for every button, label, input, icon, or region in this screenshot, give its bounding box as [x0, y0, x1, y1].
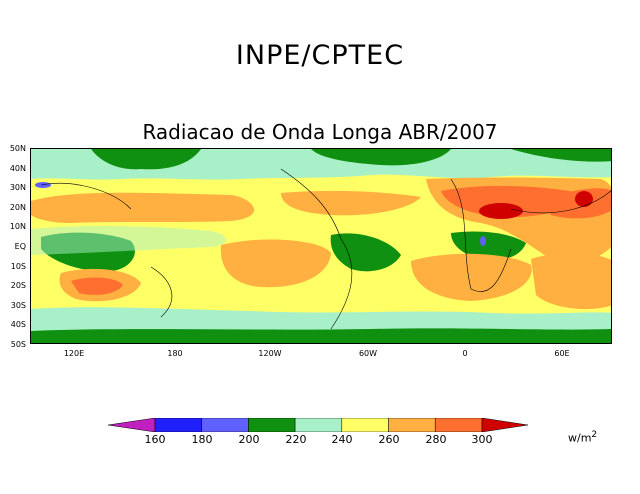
colorbar-label: 200 [238, 433, 260, 446]
band-260-280-s-atlantic [411, 253, 532, 301]
band-200-220-amazon [330, 233, 401, 272]
olr-field [31, 149, 611, 343]
lon-label: 180 [167, 349, 183, 358]
band-260-280-indian [531, 253, 611, 310]
lat-label: 30S [10, 301, 26, 310]
band-280-300-sahara [441, 185, 581, 218]
lon-label: 0 [462, 349, 468, 358]
colorbar-seg-8 [481, 418, 528, 432]
peak-300-sahara [479, 203, 523, 219]
band-200-220-south [31, 328, 611, 343]
unit-exponent: 2 [591, 430, 598, 440]
colorbar-seg-4 [294, 418, 343, 432]
band-260-280-north [31, 192, 255, 223]
lon-label: 120W [258, 349, 282, 358]
low-olr-congo [480, 236, 486, 246]
lon-label: 120E [63, 349, 85, 358]
band-200-220-north [91, 149, 611, 170]
band-220-240-eq [31, 225, 226, 255]
lat-label: 20S [10, 281, 26, 290]
band-280-300-australia [71, 277, 123, 295]
colorbar-label: 160 [144, 433, 166, 446]
lat-label: 40S [10, 320, 26, 329]
map-title: Radiacao de Onda Longa ABR/2007 [142, 120, 498, 144]
lat-label: 10S [10, 262, 26, 271]
colorbar-seg-3 [248, 418, 296, 432]
unit-text: w/m [568, 431, 592, 445]
peak-300-arabia [575, 191, 593, 207]
coastlines [40, 168, 611, 330]
colorbar-seg-5 [341, 418, 389, 432]
lat-label: 10N [9, 222, 26, 231]
colorbar-label: 280 [425, 433, 447, 446]
band-260-280-pacific [220, 239, 331, 288]
colorbar-label: 240 [331, 433, 353, 446]
page-title: INPE/CPTEC [235, 40, 405, 71]
low-olr-spot [35, 182, 51, 188]
lat-label: 40N [9, 164, 26, 173]
lon-label: 60E [554, 349, 570, 358]
colorbar [108, 418, 528, 432]
band-260-280-atl [281, 190, 421, 216]
colorbar-label: 260 [378, 433, 400, 446]
band-280-300-arabia [541, 188, 611, 219]
lat-label: 50N [9, 144, 26, 153]
colorbar-seg-6 [388, 418, 436, 432]
colorbar-seg-1 [154, 418, 202, 432]
lat-label: EQ [14, 242, 26, 251]
colorbar-label: 220 [285, 433, 307, 446]
lon-label: 60W [358, 349, 378, 358]
colorbar-label: 300 [471, 433, 493, 446]
lat-label: 30N [9, 183, 26, 192]
lat-label: 50S [10, 340, 26, 349]
colorbar-label: 180 [191, 433, 213, 446]
unit-label: w/m2 [568, 430, 597, 445]
colorbar-seg-0 [108, 418, 156, 432]
olr-map [30, 148, 612, 344]
lat-label: 20N [9, 203, 26, 212]
colorbar-seg-2 [201, 418, 249, 432]
band-200-220-congo [451, 231, 526, 261]
colorbar-seg-7 [434, 418, 483, 432]
